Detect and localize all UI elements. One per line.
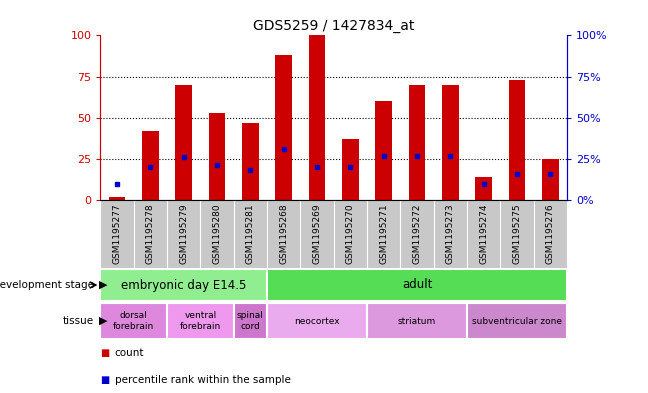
Text: neocortex: neocortex xyxy=(294,316,340,325)
Text: tissue: tissue xyxy=(63,316,94,326)
Bar xyxy=(167,303,234,339)
Text: ■: ■ xyxy=(100,375,110,386)
Text: GSM1195278: GSM1195278 xyxy=(146,204,155,264)
Text: subventricular zone: subventricular zone xyxy=(472,316,562,325)
Bar xyxy=(109,197,126,200)
Bar xyxy=(476,177,492,200)
Text: GSM1195280: GSM1195280 xyxy=(213,204,222,264)
Text: spinal
cord: spinal cord xyxy=(237,311,264,331)
Text: GSM1195275: GSM1195275 xyxy=(513,204,522,264)
Text: embryonic day E14.5: embryonic day E14.5 xyxy=(121,279,246,292)
Text: GSM1195281: GSM1195281 xyxy=(246,204,255,264)
Bar xyxy=(509,80,526,200)
Text: GSM1195274: GSM1195274 xyxy=(479,204,488,264)
Text: percentile rank within the sample: percentile rank within the sample xyxy=(115,375,290,386)
Bar xyxy=(308,35,325,200)
Text: adult: adult xyxy=(402,279,432,292)
Bar xyxy=(267,269,567,301)
Bar xyxy=(342,139,359,200)
Text: GSM1195276: GSM1195276 xyxy=(546,204,555,264)
Text: GSM1195277: GSM1195277 xyxy=(113,204,122,264)
Text: GSM1195269: GSM1195269 xyxy=(312,204,321,264)
Bar xyxy=(100,303,167,339)
Bar xyxy=(100,269,267,301)
Bar xyxy=(409,85,425,200)
Bar xyxy=(209,113,226,200)
Bar xyxy=(367,303,467,339)
Text: GSM1195273: GSM1195273 xyxy=(446,204,455,264)
Text: ■: ■ xyxy=(100,348,110,358)
Text: striatum: striatum xyxy=(398,316,436,325)
Bar xyxy=(442,85,459,200)
Bar xyxy=(467,303,567,339)
Text: GSM1195279: GSM1195279 xyxy=(179,204,189,264)
Text: GSM1195271: GSM1195271 xyxy=(379,204,388,264)
Text: ▶: ▶ xyxy=(99,280,108,290)
Text: ventral
forebrain: ventral forebrain xyxy=(179,311,221,331)
Bar xyxy=(234,303,267,339)
Text: dorsal
forebrain: dorsal forebrain xyxy=(113,311,154,331)
Bar xyxy=(275,55,292,200)
Text: development stage: development stage xyxy=(0,280,94,290)
Text: count: count xyxy=(115,348,145,358)
Text: GSM1195270: GSM1195270 xyxy=(346,204,355,264)
Bar xyxy=(242,123,259,200)
Bar xyxy=(267,303,367,339)
Text: GSM1195268: GSM1195268 xyxy=(279,204,288,264)
Text: GSM1195272: GSM1195272 xyxy=(413,204,422,264)
Bar xyxy=(542,159,559,200)
Bar xyxy=(375,101,392,200)
Bar xyxy=(142,131,159,200)
Title: GDS5259 / 1427834_at: GDS5259 / 1427834_at xyxy=(253,19,415,33)
Bar xyxy=(176,85,192,200)
Text: ▶: ▶ xyxy=(99,316,108,326)
